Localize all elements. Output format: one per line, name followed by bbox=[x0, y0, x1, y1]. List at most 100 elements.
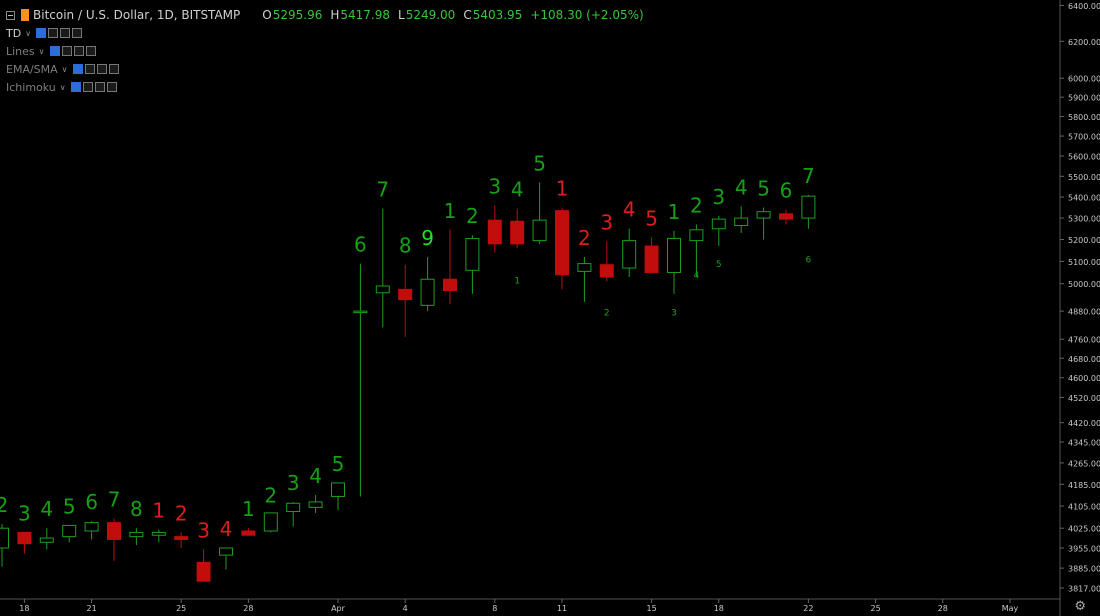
td-label: 7 bbox=[108, 487, 121, 511]
price-change: +108.30 (+2.05%) bbox=[530, 8, 644, 22]
candle[interactable] bbox=[443, 229, 457, 305]
candle[interactable] bbox=[263, 512, 278, 533]
candle[interactable] bbox=[398, 264, 413, 337]
candle[interactable] bbox=[711, 215, 726, 247]
candle[interactable] bbox=[510, 208, 525, 249]
candle[interactable] bbox=[129, 528, 144, 546]
price-axis[interactable]: 6400.00 6200.00 6000.00 5900.00 5800.00 5700.… bbox=[1059, 0, 1100, 616]
close-value: 5403.95 bbox=[472, 8, 523, 22]
candle[interactable] bbox=[0, 524, 9, 567]
td-label: 3 bbox=[488, 174, 501, 198]
indicator-row[interactable]: TD ∨ bbox=[6, 24, 652, 42]
price-tick-label: 5800.00 bbox=[1068, 113, 1100, 122]
candle[interactable] bbox=[17, 531, 32, 554]
indicator-label[interactable]: Ichimoku bbox=[6, 80, 56, 94]
source-icon[interactable] bbox=[94, 82, 105, 92]
chevron-down-icon[interactable]: ∨ bbox=[38, 46, 45, 56]
candle[interactable] bbox=[756, 207, 771, 240]
symbol-title[interactable]: Bitcoin / U.S. Dollar, 1D, BITSTAMP bbox=[33, 8, 241, 22]
price-tick-label: 5700.00 bbox=[1068, 133, 1100, 142]
candle[interactable] bbox=[331, 482, 345, 511]
indicator-label[interactable]: EMA/SMA bbox=[6, 62, 58, 76]
candle-body bbox=[84, 522, 99, 532]
gear-icon[interactable] bbox=[82, 82, 93, 92]
candle-body bbox=[577, 263, 592, 272]
candle-body bbox=[801, 195, 816, 219]
eye-icon[interactable] bbox=[72, 64, 83, 74]
candle[interactable] bbox=[84, 521, 99, 540]
candle[interactable] bbox=[39, 528, 54, 550]
indicator-row[interactable]: Ichimoku ∨ bbox=[6, 78, 652, 96]
candle[interactable] bbox=[801, 194, 816, 229]
candle[interactable] bbox=[308, 495, 323, 513]
candle[interactable] bbox=[151, 529, 166, 543]
candle[interactable] bbox=[487, 205, 502, 253]
candle[interactable] bbox=[577, 256, 592, 302]
candle[interactable] bbox=[62, 524, 77, 543]
candle[interactable] bbox=[353, 263, 368, 497]
candle[interactable] bbox=[622, 228, 637, 277]
candle[interactable] bbox=[667, 230, 681, 294]
time-axis[interactable]: 18 21 25 28 Apr 4 8 11 15 18 22 25 28 May bbox=[0, 598, 1060, 613]
source-icon[interactable] bbox=[60, 28, 71, 38]
price-tick-label: 4265.00 bbox=[1068, 459, 1100, 468]
candle-body bbox=[263, 512, 278, 532]
indicator-label[interactable]: TD bbox=[6, 26, 22, 40]
eye-icon[interactable] bbox=[70, 82, 81, 92]
candle[interactable] bbox=[465, 235, 480, 294]
high-label: H bbox=[330, 8, 340, 22]
td-label: 3 bbox=[287, 471, 300, 495]
td-label: 6 bbox=[354, 233, 367, 257]
time-tick-label: 8 bbox=[492, 604, 497, 613]
price-tick-label: 5400.00 bbox=[1068, 193, 1100, 202]
candle[interactable] bbox=[375, 208, 390, 328]
candle-body bbox=[644, 245, 659, 274]
td-label: 3 bbox=[197, 518, 210, 542]
close-icon[interactable] bbox=[72, 28, 83, 38]
close-icon[interactable] bbox=[108, 64, 119, 74]
candle[interactable] bbox=[420, 256, 435, 312]
time-tick-label: Apr bbox=[331, 604, 346, 613]
eye-icon[interactable] bbox=[36, 28, 47, 38]
candle[interactable] bbox=[779, 209, 793, 225]
candle[interactable] bbox=[219, 547, 233, 570]
symbol-row: Bitcoin / U.S. Dollar, 1D, BITSTAMP O 52… bbox=[6, 6, 652, 24]
td-countdown-label: 3 bbox=[671, 309, 677, 319]
source-icon[interactable] bbox=[73, 46, 84, 56]
gear-icon[interactable] bbox=[48, 28, 59, 38]
candle[interactable] bbox=[196, 549, 211, 582]
chevron-down-icon[interactable]: ∨ bbox=[59, 82, 66, 92]
candle[interactable] bbox=[555, 207, 569, 290]
gear-icon[interactable] bbox=[84, 64, 95, 74]
candle[interactable] bbox=[599, 241, 614, 282]
candle[interactable] bbox=[734, 206, 749, 234]
collapse-icon[interactable] bbox=[6, 10, 15, 20]
candle[interactable] bbox=[532, 182, 547, 244]
candle-body bbox=[174, 536, 189, 540]
candle[interactable] bbox=[174, 532, 189, 548]
candle-body bbox=[39, 537, 54, 543]
eye-icon[interactable] bbox=[49, 46, 60, 56]
indicator-row[interactable]: EMA/SMA ∨ bbox=[6, 60, 652, 78]
candle[interactable] bbox=[644, 237, 659, 274]
price-tick-label: 5300.00 bbox=[1068, 215, 1100, 224]
price-tick-label: 6000.00 bbox=[1068, 75, 1100, 84]
source-icon[interactable] bbox=[96, 64, 107, 74]
gear-icon[interactable]: ⚙ bbox=[1074, 599, 1086, 614]
chevron-down-icon[interactable]: ∨ bbox=[25, 28, 32, 38]
td-label: 1 bbox=[668, 200, 681, 224]
close-icon[interactable] bbox=[106, 82, 117, 92]
td-label: 4 bbox=[40, 497, 53, 521]
candle[interactable] bbox=[241, 528, 256, 536]
price-tick-label: 4420.00 bbox=[1068, 419, 1100, 428]
indicator-label[interactable]: Lines bbox=[6, 44, 35, 58]
time-tick-label: 21 bbox=[87, 604, 97, 613]
candle[interactable] bbox=[689, 224, 704, 277]
indicator-row[interactable]: Lines ∨ bbox=[6, 42, 652, 60]
candle[interactable] bbox=[286, 501, 301, 527]
candle[interactable] bbox=[107, 518, 121, 561]
gear-icon[interactable] bbox=[61, 46, 72, 56]
close-icon[interactable] bbox=[85, 46, 96, 56]
chevron-down-icon[interactable]: ∨ bbox=[61, 64, 68, 74]
